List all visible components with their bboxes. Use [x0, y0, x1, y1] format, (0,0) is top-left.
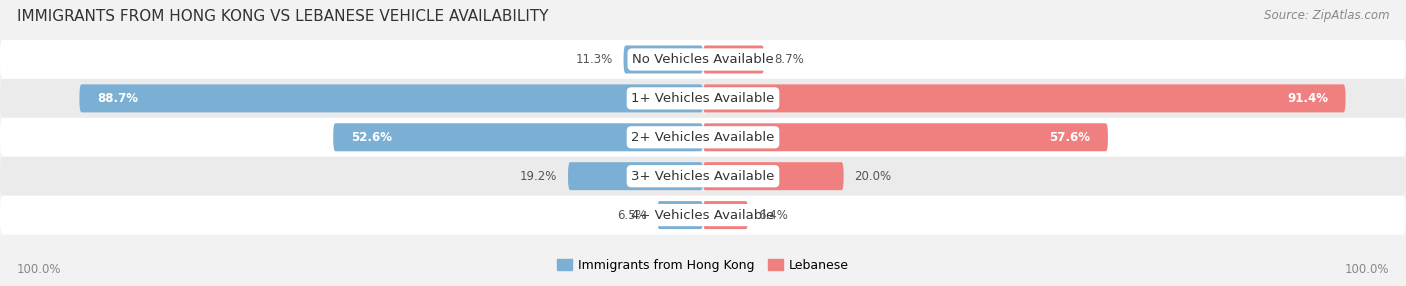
- Text: 20.0%: 20.0%: [855, 170, 891, 183]
- FancyBboxPatch shape: [703, 201, 748, 229]
- FancyBboxPatch shape: [703, 45, 765, 74]
- Text: 88.7%: 88.7%: [97, 92, 138, 105]
- Text: 57.6%: 57.6%: [1049, 131, 1091, 144]
- FancyBboxPatch shape: [0, 157, 1406, 196]
- Text: 6.5%: 6.5%: [617, 208, 647, 222]
- Text: 2+ Vehicles Available: 2+ Vehicles Available: [631, 131, 775, 144]
- FancyBboxPatch shape: [568, 162, 703, 190]
- FancyBboxPatch shape: [333, 123, 703, 151]
- Text: 4+ Vehicles Available: 4+ Vehicles Available: [631, 208, 775, 222]
- Text: 52.6%: 52.6%: [352, 131, 392, 144]
- Text: 11.3%: 11.3%: [576, 53, 613, 66]
- Legend: Immigrants from Hong Kong, Lebanese: Immigrants from Hong Kong, Lebanese: [553, 254, 853, 277]
- Text: 6.4%: 6.4%: [759, 208, 789, 222]
- FancyBboxPatch shape: [0, 79, 1406, 118]
- FancyBboxPatch shape: [0, 196, 1406, 235]
- FancyBboxPatch shape: [79, 84, 703, 112]
- FancyBboxPatch shape: [703, 123, 1108, 151]
- Text: 8.7%: 8.7%: [775, 53, 804, 66]
- FancyBboxPatch shape: [657, 201, 703, 229]
- Text: 100.0%: 100.0%: [17, 263, 62, 276]
- FancyBboxPatch shape: [703, 84, 1346, 112]
- FancyBboxPatch shape: [0, 118, 1406, 157]
- Text: 100.0%: 100.0%: [1344, 263, 1389, 276]
- Text: IMMIGRANTS FROM HONG KONG VS LEBANESE VEHICLE AVAILABILITY: IMMIGRANTS FROM HONG KONG VS LEBANESE VE…: [17, 9, 548, 23]
- FancyBboxPatch shape: [624, 45, 703, 74]
- Text: Source: ZipAtlas.com: Source: ZipAtlas.com: [1264, 9, 1389, 21]
- Text: 1+ Vehicles Available: 1+ Vehicles Available: [631, 92, 775, 105]
- Text: 19.2%: 19.2%: [520, 170, 558, 183]
- Text: 3+ Vehicles Available: 3+ Vehicles Available: [631, 170, 775, 183]
- Text: No Vehicles Available: No Vehicles Available: [633, 53, 773, 66]
- FancyBboxPatch shape: [0, 40, 1406, 79]
- Text: 91.4%: 91.4%: [1286, 92, 1329, 105]
- FancyBboxPatch shape: [703, 162, 844, 190]
